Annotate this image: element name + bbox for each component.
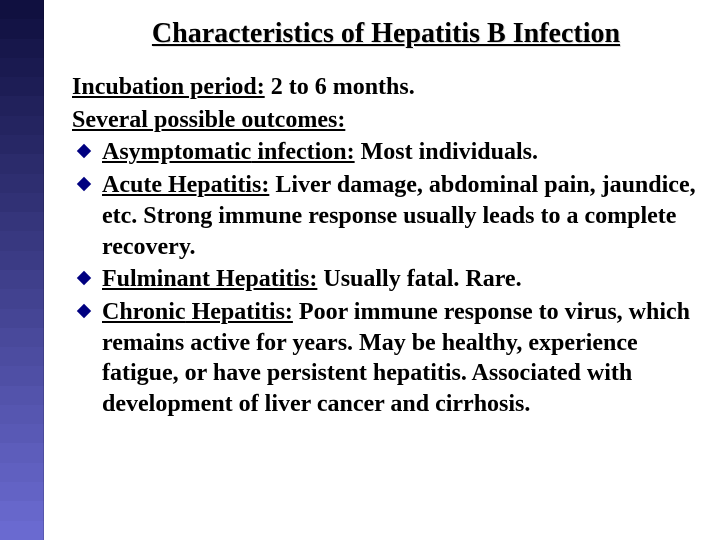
- sidebar-square: [0, 174, 44, 193]
- slide-title: Characteristics of Hepatitis B Infection: [72, 18, 700, 50]
- sidebar-square: [0, 521, 44, 540]
- sidebar-square: [0, 328, 44, 347]
- bullet-text: Asymptomatic infection: Most individuals…: [102, 137, 700, 168]
- sidebar-square: [0, 482, 44, 501]
- sidebar-square: [0, 193, 44, 212]
- bullet-lead-first: Acute: [102, 172, 162, 198]
- sidebar-square: [0, 19, 44, 38]
- sidebar-square: [0, 154, 44, 173]
- intro-underlined: Incubation period:: [72, 74, 265, 100]
- slide-content: Characteristics of Hepatitis B Infection…: [44, 0, 720, 540]
- sidebar-square: [0, 386, 44, 405]
- intro-line: Incubation period: 2 to 6 months.: [72, 72, 700, 103]
- sidebar-square: [0, 116, 44, 135]
- diamond-bullet-icon: [76, 176, 92, 192]
- sidebar-square: [0, 501, 44, 520]
- bullet-text: Acute Hepatitis: Liver damage, abdominal…: [102, 170, 700, 262]
- sidebar-square: [0, 443, 44, 462]
- bullet-rest: Usually fatal. Rare.: [317, 266, 521, 292]
- bullet-lead-first: Fulminant: [102, 266, 210, 292]
- sidebar-square: [0, 424, 44, 443]
- diamond-bullet-icon: [76, 270, 92, 286]
- diamond-bullet-icon: [76, 303, 92, 319]
- sidebar-square: [0, 251, 44, 270]
- bullet-lead-rest: infection:: [251, 139, 354, 165]
- bullet-lead-first: Chronic: [102, 299, 186, 325]
- sidebar-square: [0, 0, 44, 19]
- bullet-item: Acute Hepatitis: Liver damage, abdominal…: [72, 170, 700, 262]
- slide-body: Incubation period: 2 to 6 months. Several…: [72, 72, 700, 420]
- sidebar-square: [0, 289, 44, 308]
- bullet-text: Chronic Hepatitis: Poor immune response …: [102, 297, 700, 420]
- sidebar-square: [0, 270, 44, 289]
- bullet-text: Fulminant Hepatitis: Usually fatal. Rare…: [102, 264, 700, 295]
- intro-line: Several possible outcomes:: [72, 105, 700, 136]
- sidebar-square: [0, 96, 44, 115]
- sidebar-square: [0, 231, 44, 250]
- sidebar-square: [0, 135, 44, 154]
- bullet-item: Fulminant Hepatitis: Usually fatal. Rare…: [72, 264, 700, 295]
- bullet-lead-rest: Hepatitis:: [186, 299, 293, 325]
- intro-rest: 2 to 6 months.: [265, 74, 415, 100]
- intro-underlined: Several possible outcomes:: [72, 107, 345, 133]
- sidebar-square: [0, 347, 44, 366]
- sidebar-square: [0, 39, 44, 58]
- bullet-lead-first: Asymptomatic: [102, 139, 251, 165]
- sidebar-square: [0, 366, 44, 385]
- bullet-rest: Most individuals.: [355, 139, 538, 165]
- slide: Characteristics of Hepatitis B Infection…: [0, 0, 720, 540]
- sidebar-gradient: [0, 0, 44, 540]
- sidebar-square: [0, 463, 44, 482]
- sidebar-square: [0, 309, 44, 328]
- sidebar-square: [0, 58, 44, 77]
- sidebar-square: [0, 405, 44, 424]
- bullet-item: Chronic Hepatitis: Poor immune response …: [72, 297, 700, 420]
- bullet-lead-rest: Hepatitis:: [210, 266, 317, 292]
- diamond-bullet-icon: [76, 143, 92, 159]
- bullet-item: Asymptomatic infection: Most individuals…: [72, 137, 700, 168]
- bullet-lead-rest: Hepatitis:: [162, 172, 269, 198]
- sidebar-square: [0, 212, 44, 231]
- sidebar-square: [0, 77, 44, 96]
